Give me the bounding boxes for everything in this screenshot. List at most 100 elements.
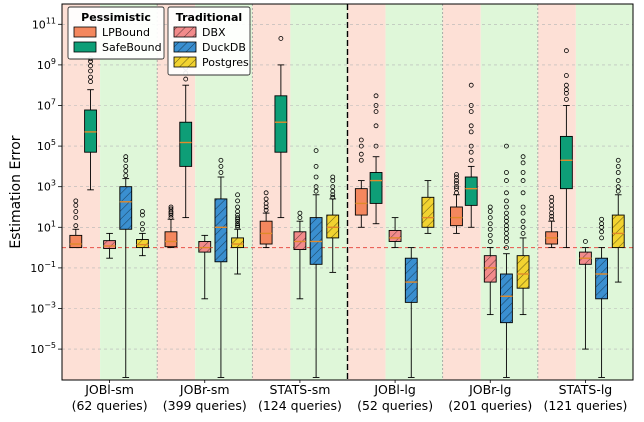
box-duckdb — [595, 216, 608, 378]
outlier-point — [563, 48, 569, 54]
box-iqr — [274, 95, 288, 153]
outlier-point — [520, 204, 526, 210]
box-postgres — [611, 157, 625, 283]
legend-label: DBX — [202, 26, 226, 39]
legend-label: SafeBound — [102, 41, 162, 54]
box-duckdb — [119, 154, 133, 378]
outlier-point — [235, 204, 240, 210]
box-hatch — [421, 197, 434, 228]
box-iqr — [464, 176, 478, 206]
outlier-point — [454, 174, 459, 180]
outlier-point — [218, 163, 224, 169]
outlier-point — [168, 204, 174, 210]
outlier-point — [504, 239, 509, 244]
outlier-point — [278, 36, 284, 41]
box-hatch — [595, 258, 608, 299]
box-dbx — [388, 217, 402, 249]
box-hatch — [612, 215, 625, 248]
outlier-point — [454, 180, 459, 186]
outlier-point — [615, 163, 621, 169]
outlier-point — [123, 173, 129, 179]
x-query-count-label: (121 queries) — [543, 398, 627, 413]
box-postgres — [421, 180, 435, 234]
outlier-point — [504, 190, 509, 196]
outlier-point — [615, 170, 621, 175]
outlier-point — [599, 221, 604, 227]
outlier-point — [563, 73, 569, 78]
outlier-point — [487, 204, 493, 210]
outlier-point — [599, 224, 604, 230]
outlier-point — [140, 226, 145, 232]
outlier-point — [168, 209, 174, 214]
box-dbx — [483, 204, 497, 316]
y-tick-label: 10−1 — [30, 260, 56, 275]
outlier-point — [504, 218, 509, 224]
outlier-point — [468, 123, 474, 129]
outlier-point — [297, 215, 303, 221]
box-safebound — [559, 48, 573, 249]
outlier-point — [313, 163, 319, 169]
outlier-point — [549, 216, 555, 222]
x-tick-label: JOBl-sm — [84, 382, 134, 397]
outlier-point — [358, 157, 364, 163]
outlier-point — [235, 198, 240, 204]
x-query-count-label: (124 queries) — [258, 398, 342, 413]
box-safebound — [464, 82, 478, 228]
y-tick-label: 10−3 — [30, 300, 56, 315]
band-pessimistic — [252, 4, 291, 380]
outlier-point — [373, 109, 379, 115]
outlier-point — [168, 215, 174, 221]
legend-title: Traditional — [176, 11, 242, 24]
box-hatch — [198, 241, 211, 253]
box-hatch — [484, 255, 497, 283]
outlier-point — [235, 218, 240, 224]
box-duckdb — [214, 157, 228, 378]
outlier-point — [468, 109, 474, 115]
outlier-point — [168, 212, 174, 218]
outlier-point — [454, 178, 459, 183]
band-traditional — [480, 4, 538, 380]
box-hatch — [389, 230, 402, 242]
outlier-point — [330, 194, 336, 200]
outlier-point — [73, 202, 79, 208]
legend-pessimistic: Pessimistic LPBound SafeBound — [67, 6, 165, 60]
x-tick-label: JOBr-lg — [468, 382, 511, 397]
box-dbx — [198, 234, 212, 300]
outlier-point — [615, 188, 621, 194]
box-postgres — [516, 154, 530, 316]
outlier-point — [549, 202, 555, 208]
outlier-point — [520, 170, 526, 175]
outlier-point — [297, 210, 303, 216]
outlier-point — [454, 186, 459, 192]
outlier-point — [468, 103, 474, 108]
box-hatch — [136, 239, 149, 248]
x-query-count-label: (201 queries) — [448, 398, 532, 413]
outlier-point — [615, 157, 621, 163]
outlier-point — [520, 218, 526, 224]
box-duckdb — [404, 247, 418, 378]
outlier-point — [235, 192, 240, 198]
outlier-point — [520, 190, 526, 196]
outlier-point — [373, 103, 379, 108]
outlier-point — [140, 221, 145, 227]
band-traditional — [290, 4, 348, 380]
outlier-point — [73, 215, 79, 221]
x-tick-label: JOBl-lg — [373, 382, 416, 397]
box-duckdb — [500, 143, 513, 378]
box-dbx — [103, 232, 116, 259]
outlier-point — [358, 137, 364, 143]
plot-frame — [61, 3, 634, 381]
box-iqr — [259, 220, 273, 245]
outlier-point — [487, 226, 493, 232]
outlier-point — [563, 90, 569, 96]
outlier-point — [88, 68, 93, 74]
legend-label: LPBound — [102, 26, 150, 39]
outlier-point — [123, 154, 129, 160]
outlier-point — [599, 235, 604, 241]
outlier-point — [183, 76, 189, 82]
outlier-point — [549, 213, 555, 219]
outlier-point — [313, 148, 319, 153]
outlier-point — [487, 215, 493, 221]
box-safebound — [274, 36, 288, 219]
